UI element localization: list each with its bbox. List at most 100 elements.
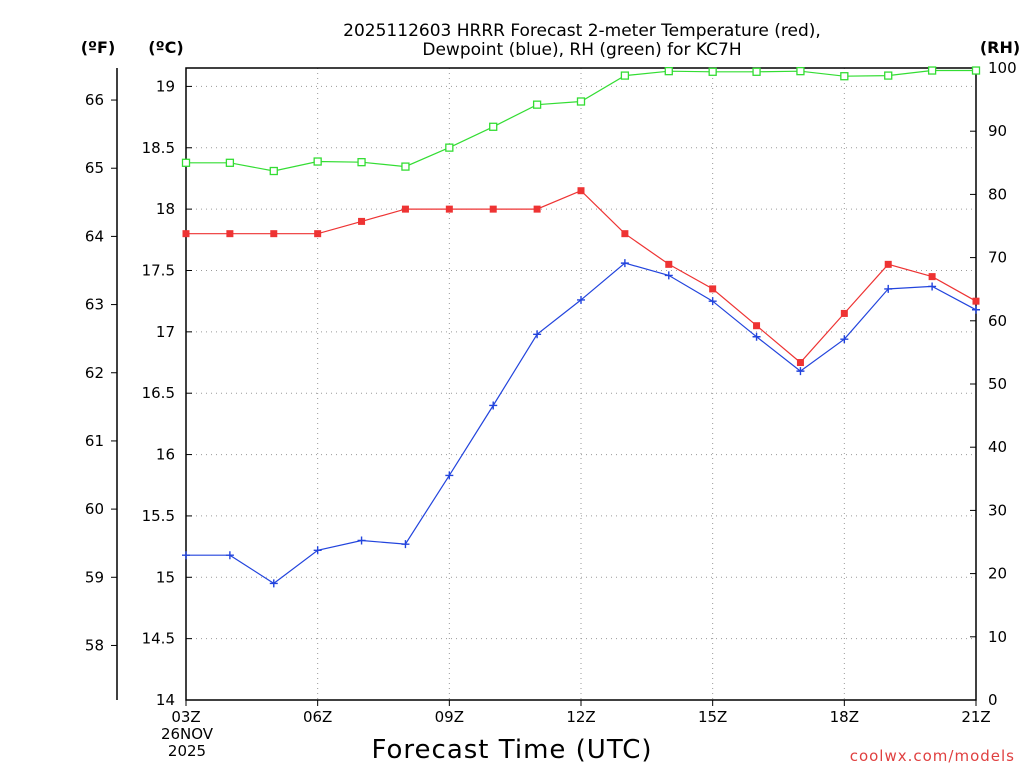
- rh-point: [576, 97, 586, 106]
- dewpoint-point: [313, 546, 322, 555]
- temperature-point: [621, 230, 629, 238]
- celsius-tick-label: 15: [156, 568, 175, 586]
- fahrenheit-tick-label: 59: [85, 568, 104, 586]
- x-tick-label: 15Z: [698, 708, 727, 726]
- temperature-point: [270, 230, 278, 238]
- temperature-point: [753, 322, 761, 330]
- fahrenheit-tick-label: 61: [85, 432, 104, 450]
- dewpoint-point: [182, 551, 190, 560]
- x-tick-label: 18Z: [830, 708, 859, 726]
- rh-point: [401, 162, 410, 171]
- temperature-point: [358, 217, 366, 225]
- dewpoint-point: [445, 471, 454, 480]
- rh-tick-label: 30: [988, 501, 1007, 519]
- temperature-point: [972, 297, 980, 305]
- rh-point: [664, 67, 673, 76]
- dewpoint-point: [357, 536, 366, 545]
- rh-point: [971, 66, 981, 75]
- celsius-tick-label: 17.5: [142, 261, 175, 279]
- celsius-tick-label: 17: [156, 323, 175, 341]
- fahrenheit-tick-label: 66: [85, 91, 104, 109]
- fahrenheit-tick-label: 64: [85, 227, 104, 245]
- celsius-tick-label: 18: [156, 200, 175, 218]
- dewpoint-point: [752, 332, 761, 341]
- rh-series-line: [186, 69, 976, 172]
- chart-title-line2: Dewpoint (blue), RH (green) for KC7H: [422, 40, 741, 60]
- rh-point: [752, 67, 761, 76]
- temperature-point: [226, 230, 234, 238]
- rh-point: [489, 122, 498, 131]
- dewpoint-point: [269, 579, 278, 588]
- dewpoint-point: [577, 295, 585, 304]
- rh-unit-label: (RH): [980, 38, 1020, 57]
- temperature-point: [928, 273, 936, 281]
- dewpoint-point: [708, 297, 717, 306]
- rh-tick-label: 40: [988, 438, 1007, 456]
- rh-point: [927, 66, 937, 75]
- rh-tick-label: 80: [988, 185, 1007, 203]
- x-tick-label: 03Z: [171, 708, 200, 726]
- x-tick-label: 21Z: [961, 708, 990, 726]
- dewpoint-point: [840, 335, 849, 344]
- dewpoint-point: [489, 401, 498, 410]
- rh-tick-label: 20: [988, 565, 1007, 583]
- temperature-point: [884, 260, 892, 268]
- temperature-point: [445, 205, 453, 213]
- chart-title-line1: 2025112603 HRRR Forecast 2-meter Tempera…: [343, 21, 821, 41]
- rh-point: [225, 158, 235, 167]
- x-tick-label: 06Z: [303, 708, 332, 726]
- rh-point: [620, 71, 630, 80]
- temperature-point: [401, 205, 409, 213]
- rh-tick-label: 60: [988, 312, 1007, 330]
- x-tick-label: 12Z: [566, 708, 595, 726]
- rh-point: [884, 71, 893, 80]
- temperature-point: [489, 205, 497, 213]
- temperature-point: [840, 309, 848, 317]
- rh-point: [840, 72, 849, 81]
- dewpoint-point: [225, 551, 234, 560]
- celsius-unit-label: (ºC): [148, 38, 183, 57]
- fahrenheit-tick-label: 65: [85, 159, 104, 177]
- series-layer: [181, 66, 981, 588]
- rh-tick-label: 50: [988, 375, 1007, 393]
- dewpoint-point: [972, 305, 980, 314]
- rh-point: [532, 100, 542, 109]
- rh-point: [313, 157, 322, 166]
- temperature-point: [577, 187, 585, 195]
- celsius-tick-label: 15.5: [142, 507, 175, 525]
- x-axis-title: Forecast Time (UTC): [371, 735, 652, 765]
- grid-layer: [186, 68, 976, 700]
- rh-tick-label: 100: [988, 59, 1017, 77]
- date-label-line2: 2025: [168, 742, 206, 760]
- temperature-point: [665, 260, 673, 268]
- credit-link[interactable]: coolwx.com/models: [850, 747, 1015, 765]
- celsius-tick-label: 16.5: [142, 384, 175, 402]
- rh-point: [445, 143, 454, 152]
- fahrenheit-tick-label: 63: [85, 296, 104, 314]
- rh-point: [181, 158, 191, 167]
- dewpoint-point: [884, 284, 893, 293]
- temperature-point: [709, 285, 717, 293]
- dewpoint-point: [533, 330, 542, 339]
- rh-point: [796, 67, 805, 76]
- date-label-line1: 26NOV: [161, 725, 214, 743]
- temperature-point: [314, 230, 322, 238]
- celsius-tick-label: 14.5: [142, 630, 175, 648]
- dewpoint-point: [796, 367, 805, 376]
- dewpoint-point: [928, 282, 937, 291]
- celsius-tick-label: 16: [156, 446, 175, 464]
- dewpoint-point: [664, 271, 673, 280]
- rh-tick-label: 10: [988, 628, 1007, 646]
- fahrenheit-tick-label: 62: [85, 364, 104, 382]
- temperature-point: [182, 230, 190, 238]
- temperature-series-line: [186, 189, 977, 364]
- rh-tick-label: 90: [988, 122, 1007, 140]
- temperature-point: [533, 205, 541, 213]
- rh-point: [269, 166, 278, 176]
- dewpoint-point: [401, 540, 410, 549]
- rh-point: [708, 67, 717, 76]
- temperature-point: [796, 359, 804, 367]
- celsius-tick-label: 18.5: [142, 139, 175, 157]
- fahrenheit-tick-label: 60: [85, 500, 104, 518]
